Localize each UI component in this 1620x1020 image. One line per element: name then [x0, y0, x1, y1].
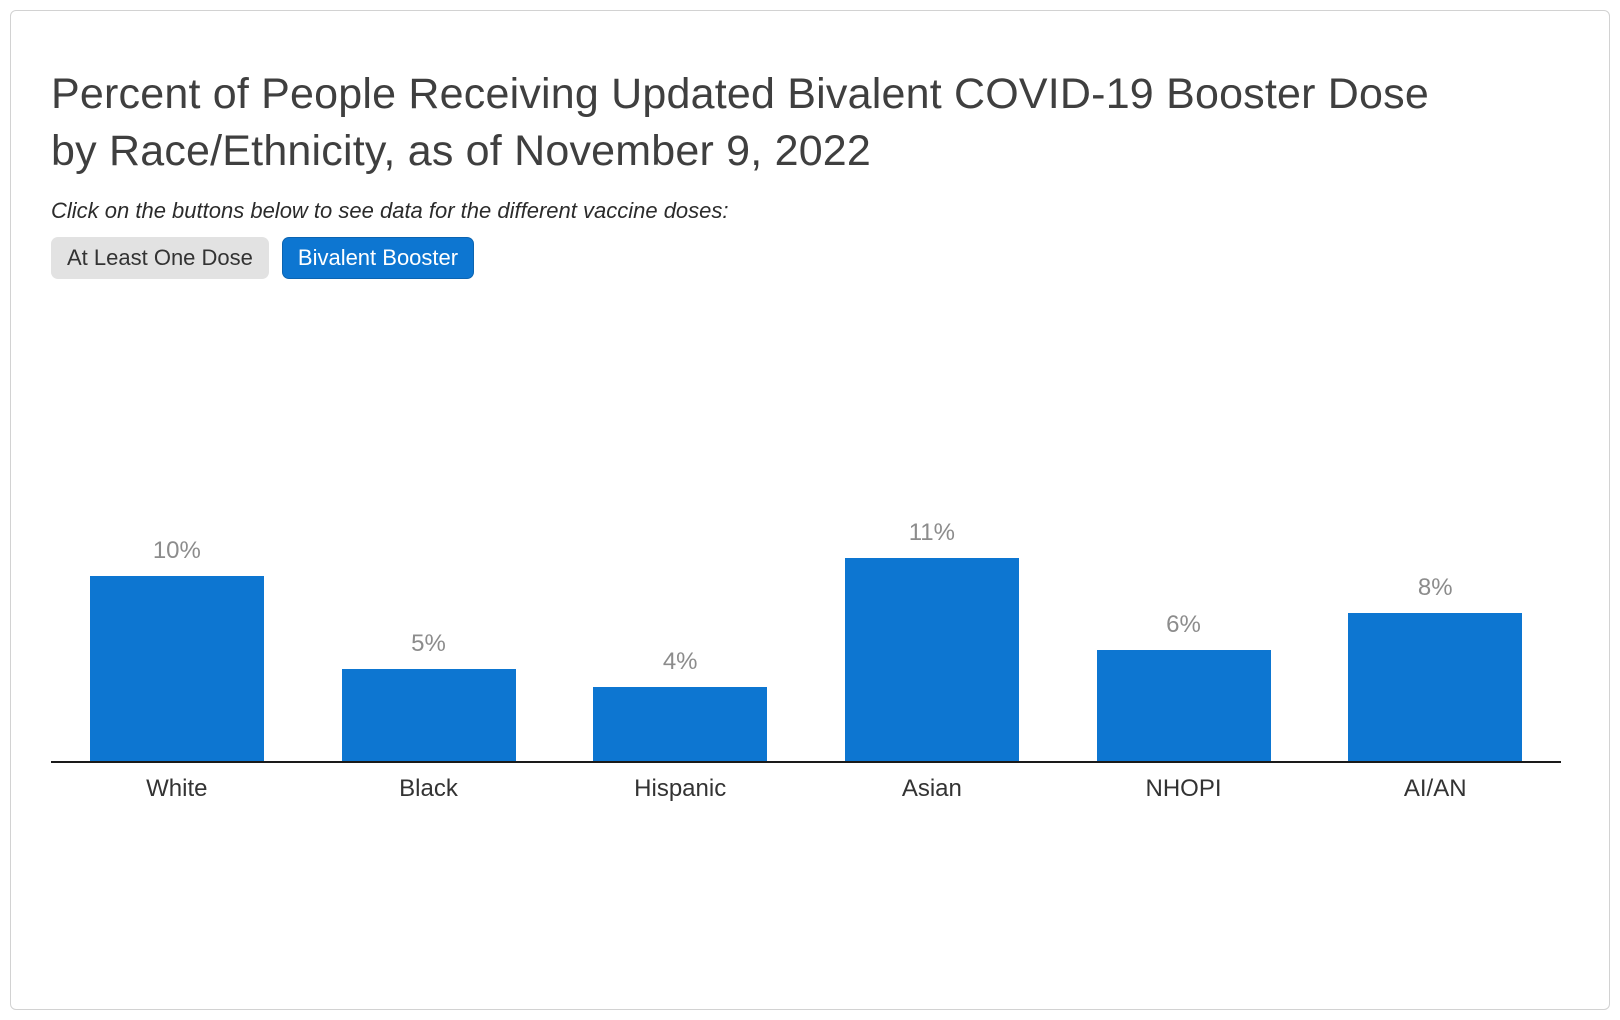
bar-ai-an[interactable] [1348, 613, 1523, 761]
chart-title: Percent of People Receiving Updated Biva… [51, 66, 1569, 180]
bar-column: 11% [806, 319, 1058, 761]
bar-value-label: 6% [1166, 611, 1201, 638]
x-axis-label-nhopi: NHOPI [1145, 775, 1222, 802]
bar-chart: 10% 5% 4% 11% 6% 8% White Black Hispanic Asian NH… [51, 319, 1561, 803]
bar-column: 5% [303, 319, 555, 761]
bar-hispanic[interactable] [593, 687, 768, 761]
bar-column: 8% [1309, 319, 1561, 761]
toggle-bivalent-booster-button[interactable]: Bivalent Booster [281, 236, 475, 279]
bar-white[interactable] [89, 576, 264, 761]
bar-value-label: 5% [411, 629, 446, 657]
chart-title-line2: by Race/Ethnicity, as of November 9, 202… [51, 126, 872, 175]
x-axis-label-hispanic: Hispanic [634, 775, 727, 802]
dose-toggle-group: At Least One Dose Bivalent Booster [51, 236, 1569, 279]
bar-column: 6% [1058, 319, 1310, 761]
x-axis-labels: White Black Hispanic Asian NHOPI AI/AN [51, 775, 1561, 803]
toggle-at-least-one-dose-button[interactable]: At Least One Dose [51, 236, 269, 279]
chart-title-line1: Percent of People Receiving Updated Biva… [51, 70, 1429, 118]
x-axis-line [51, 761, 1561, 763]
chart-subtitle: Click on the buttons below to see data f… [51, 197, 729, 223]
bar-value-label: 4% [662, 648, 698, 675]
bar-black[interactable] [341, 668, 516, 761]
bar-nhopi[interactable] [1096, 650, 1271, 761]
bar-value-label: 10% [152, 537, 201, 564]
x-axis-label-black: Black [399, 775, 458, 802]
bar-value-label: 11% [908, 518, 955, 546]
x-axis-label-white: White [146, 775, 208, 802]
bar-column: 4% [554, 319, 806, 761]
x-axis-label-ai-an: AI/AN [1403, 775, 1467, 802]
x-axis-label-asian: Asian [901, 775, 962, 802]
bar-column: 10% [51, 319, 303, 761]
chart-card: Percent of People Receiving Updated Biva… [10, 10, 1610, 1010]
bar-value-label: 8% [1417, 574, 1453, 601]
plot-area: 10% 5% 4% 11% 6% 8% [51, 319, 1561, 761]
bar-asian[interactable] [844, 557, 1019, 761]
